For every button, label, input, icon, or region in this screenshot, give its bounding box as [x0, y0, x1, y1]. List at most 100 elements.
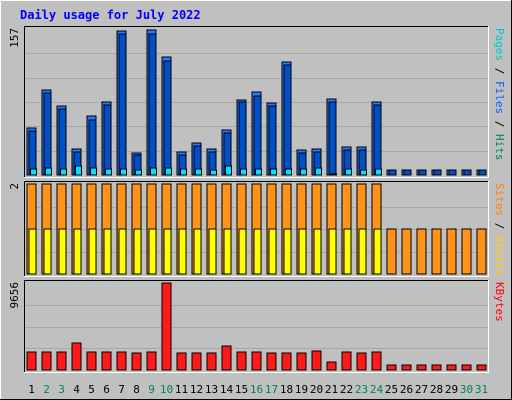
x-tick-label: 24 — [370, 383, 384, 396]
bar-sites-day-1 — [28, 228, 37, 275]
bar-sites-day-10 — [163, 228, 172, 275]
panel-scale-label: 2 — [8, 183, 21, 190]
bar-pages-day-9 — [150, 167, 157, 176]
x-tick-label: 1 — [28, 383, 35, 396]
legend-entry: Sites — [493, 183, 506, 216]
panel-scale-label: 9656 — [8, 282, 21, 309]
x-tick-label: 10 — [160, 383, 173, 396]
bar-files-day-18 — [283, 64, 292, 176]
bar-pages-day-6 — [105, 168, 112, 176]
legend-entry: Files — [493, 81, 506, 114]
x-tick-label: 16 — [250, 383, 263, 396]
bar-pages-day-20 — [315, 167, 322, 176]
x-tick-label: 21 — [325, 383, 338, 396]
bar-pages-day-12 — [195, 168, 202, 176]
bar-files-day-5 — [88, 119, 97, 176]
bar-kbytes-day-14 — [221, 345, 232, 371]
panel-legend: Sites / Visits — [493, 183, 506, 276]
x-tick-label: 27 — [415, 383, 428, 396]
bar-sites-day-9 — [148, 228, 157, 275]
bar-files-day-30 — [463, 169, 472, 176]
x-tick-label: 5 — [88, 383, 95, 396]
x-tick-label: 13 — [205, 383, 218, 396]
bar-files-day-29 — [448, 169, 457, 176]
bar-pages-day-10 — [165, 167, 172, 176]
bar-visits-day-27 — [416, 228, 427, 275]
bar-files-day-2 — [43, 92, 52, 176]
bar-kbytes-day-4 — [71, 342, 82, 371]
legend-entry: Visits — [493, 236, 506, 276]
x-tick-label: 20 — [310, 383, 323, 396]
x-tick-label: 12 — [190, 383, 203, 396]
x-tick-label: 7 — [118, 383, 125, 396]
panel-scale-label: 157 — [8, 28, 21, 48]
panel-hits_files_pages: 157 Pages / Files / Hits — [8, 26, 506, 178]
x-tick-label: 19 — [295, 383, 308, 396]
bar-visits-day-29 — [446, 228, 457, 275]
bar-sites-day-23 — [358, 228, 367, 275]
bar-sites-day-17 — [268, 228, 277, 275]
bar-pages-day-23 — [360, 169, 367, 176]
bar-sites-day-2 — [43, 228, 52, 275]
legend-entry: KBytes — [493, 282, 506, 322]
bar-kbytes-day-23 — [356, 352, 367, 371]
bar-files-day-26 — [403, 169, 412, 176]
bar-pages-day-18 — [285, 168, 292, 176]
x-axis-day-labels: 1 2 3 4 5 6 7 8 9 10 11 12 13 14 15 16 17 18 19 20 21 22 23 24 2… — [28, 383, 488, 396]
legend-entry: / — [493, 114, 506, 134]
legend-entry: / — [493, 216, 506, 236]
x-tick-label: 25 — [385, 383, 398, 396]
bar-kbytes-day-31 — [476, 364, 487, 371]
bar-sites-day-11 — [178, 228, 187, 275]
bar-pages-day-8 — [135, 169, 142, 176]
bar-kbytes-day-15 — [236, 351, 247, 371]
bar-kbytes-day-17 — [266, 352, 277, 371]
bar-kbytes-day-3 — [56, 351, 67, 371]
panel-visits_sites: 2 Sites / Visits — [8, 181, 506, 277]
x-tick-label: 14 — [220, 383, 234, 396]
bar-files-day-24 — [373, 104, 382, 176]
bar-kbytes-day-5 — [86, 351, 97, 371]
x-tick-label: 26 — [400, 383, 413, 396]
x-tick-label: 17 — [265, 383, 278, 396]
bar-files-day-16 — [253, 95, 262, 176]
bar-kbytes-day-10 — [161, 282, 172, 371]
bar-visits-day-25 — [386, 228, 397, 275]
bar-sites-day-4 — [73, 228, 82, 275]
bar-pages-day-19 — [300, 168, 307, 176]
bar-pages-day-7 — [120, 168, 127, 176]
bar-pages-day-16 — [255, 168, 262, 176]
bar-kbytes-day-11 — [176, 352, 187, 371]
bar-pages-day-2 — [45, 167, 52, 176]
bar-sites-day-21 — [328, 228, 337, 275]
x-tick-label: 28 — [430, 383, 443, 396]
bar-sites-day-12 — [193, 228, 202, 275]
bar-files-day-9 — [148, 33, 157, 176]
bar-kbytes-day-26 — [401, 364, 412, 371]
bar-pages-day-1 — [30, 168, 37, 176]
bar-sites-day-5 — [88, 228, 97, 275]
bar-sites-day-19 — [298, 228, 307, 275]
bar-kbytes-day-21 — [326, 361, 337, 371]
x-tick-label: 3 — [58, 383, 65, 396]
bar-files-day-25 — [388, 169, 397, 176]
bar-pages-day-24 — [375, 168, 382, 176]
bar-pages-day-3 — [60, 168, 67, 176]
bar-kbytes-day-13 — [206, 352, 217, 371]
bar-files-day-15 — [238, 101, 247, 176]
panel-legend: Pages / Files / Hits — [493, 28, 506, 161]
bar-kbytes-day-2 — [41, 351, 52, 371]
x-tick-label: 11 — [175, 383, 188, 396]
bar-kbytes-day-30 — [461, 364, 472, 371]
bar-files-day-10 — [163, 60, 172, 176]
bar-kbytes-day-20 — [311, 350, 322, 371]
x-tick-label: 4 — [73, 383, 80, 396]
x-tick-label: 23 — [355, 383, 368, 396]
bar-visits-day-26 — [401, 228, 412, 275]
bar-files-day-7 — [118, 33, 127, 176]
bar-sites-day-20 — [313, 228, 322, 275]
bar-kbytes-day-18 — [281, 352, 292, 371]
chart-title: Daily usage for July 2022 — [20, 8, 201, 22]
